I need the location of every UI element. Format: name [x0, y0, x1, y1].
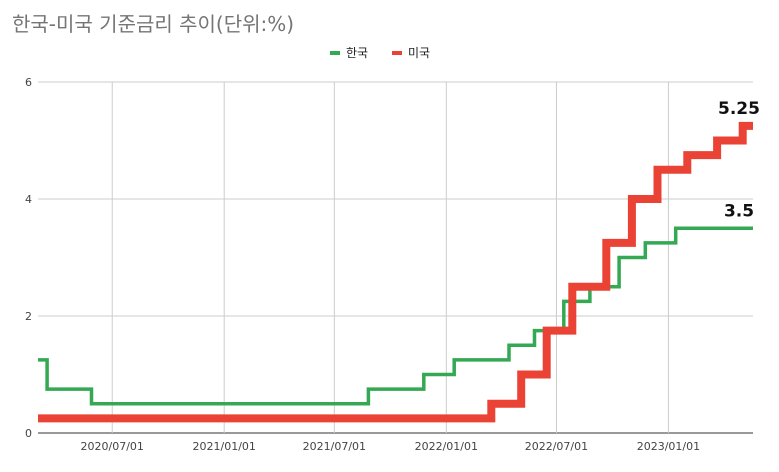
y-tick-label: 6 — [25, 76, 32, 89]
legend-label: 미국 — [408, 46, 430, 60]
data-label-end: 5.25 — [718, 99, 760, 119]
series-line-korea — [38, 226, 753, 406]
x-tick-label: 2021/01/01 — [193, 440, 256, 453]
legend-label: 한국 — [346, 46, 368, 60]
x-tick-label: 2022/07/01 — [525, 440, 588, 453]
x-tick-label: 2023/01/01 — [637, 440, 700, 453]
data-label-end: 3.5 — [724, 201, 754, 221]
y-tick-label: 2 — [25, 310, 32, 323]
x-tick-label: 2020/07/01 — [81, 440, 144, 453]
y-tick-label: 4 — [25, 193, 32, 206]
series-line-usa — [38, 121, 753, 423]
chart-title: 한국-미국 기준금리 추이(단위:%) — [12, 12, 295, 36]
x-tick-label: 2022/01/01 — [415, 440, 478, 453]
x-tick-label: 2021/07/01 — [303, 440, 366, 453]
y-tick-label: 0 — [25, 427, 32, 440]
